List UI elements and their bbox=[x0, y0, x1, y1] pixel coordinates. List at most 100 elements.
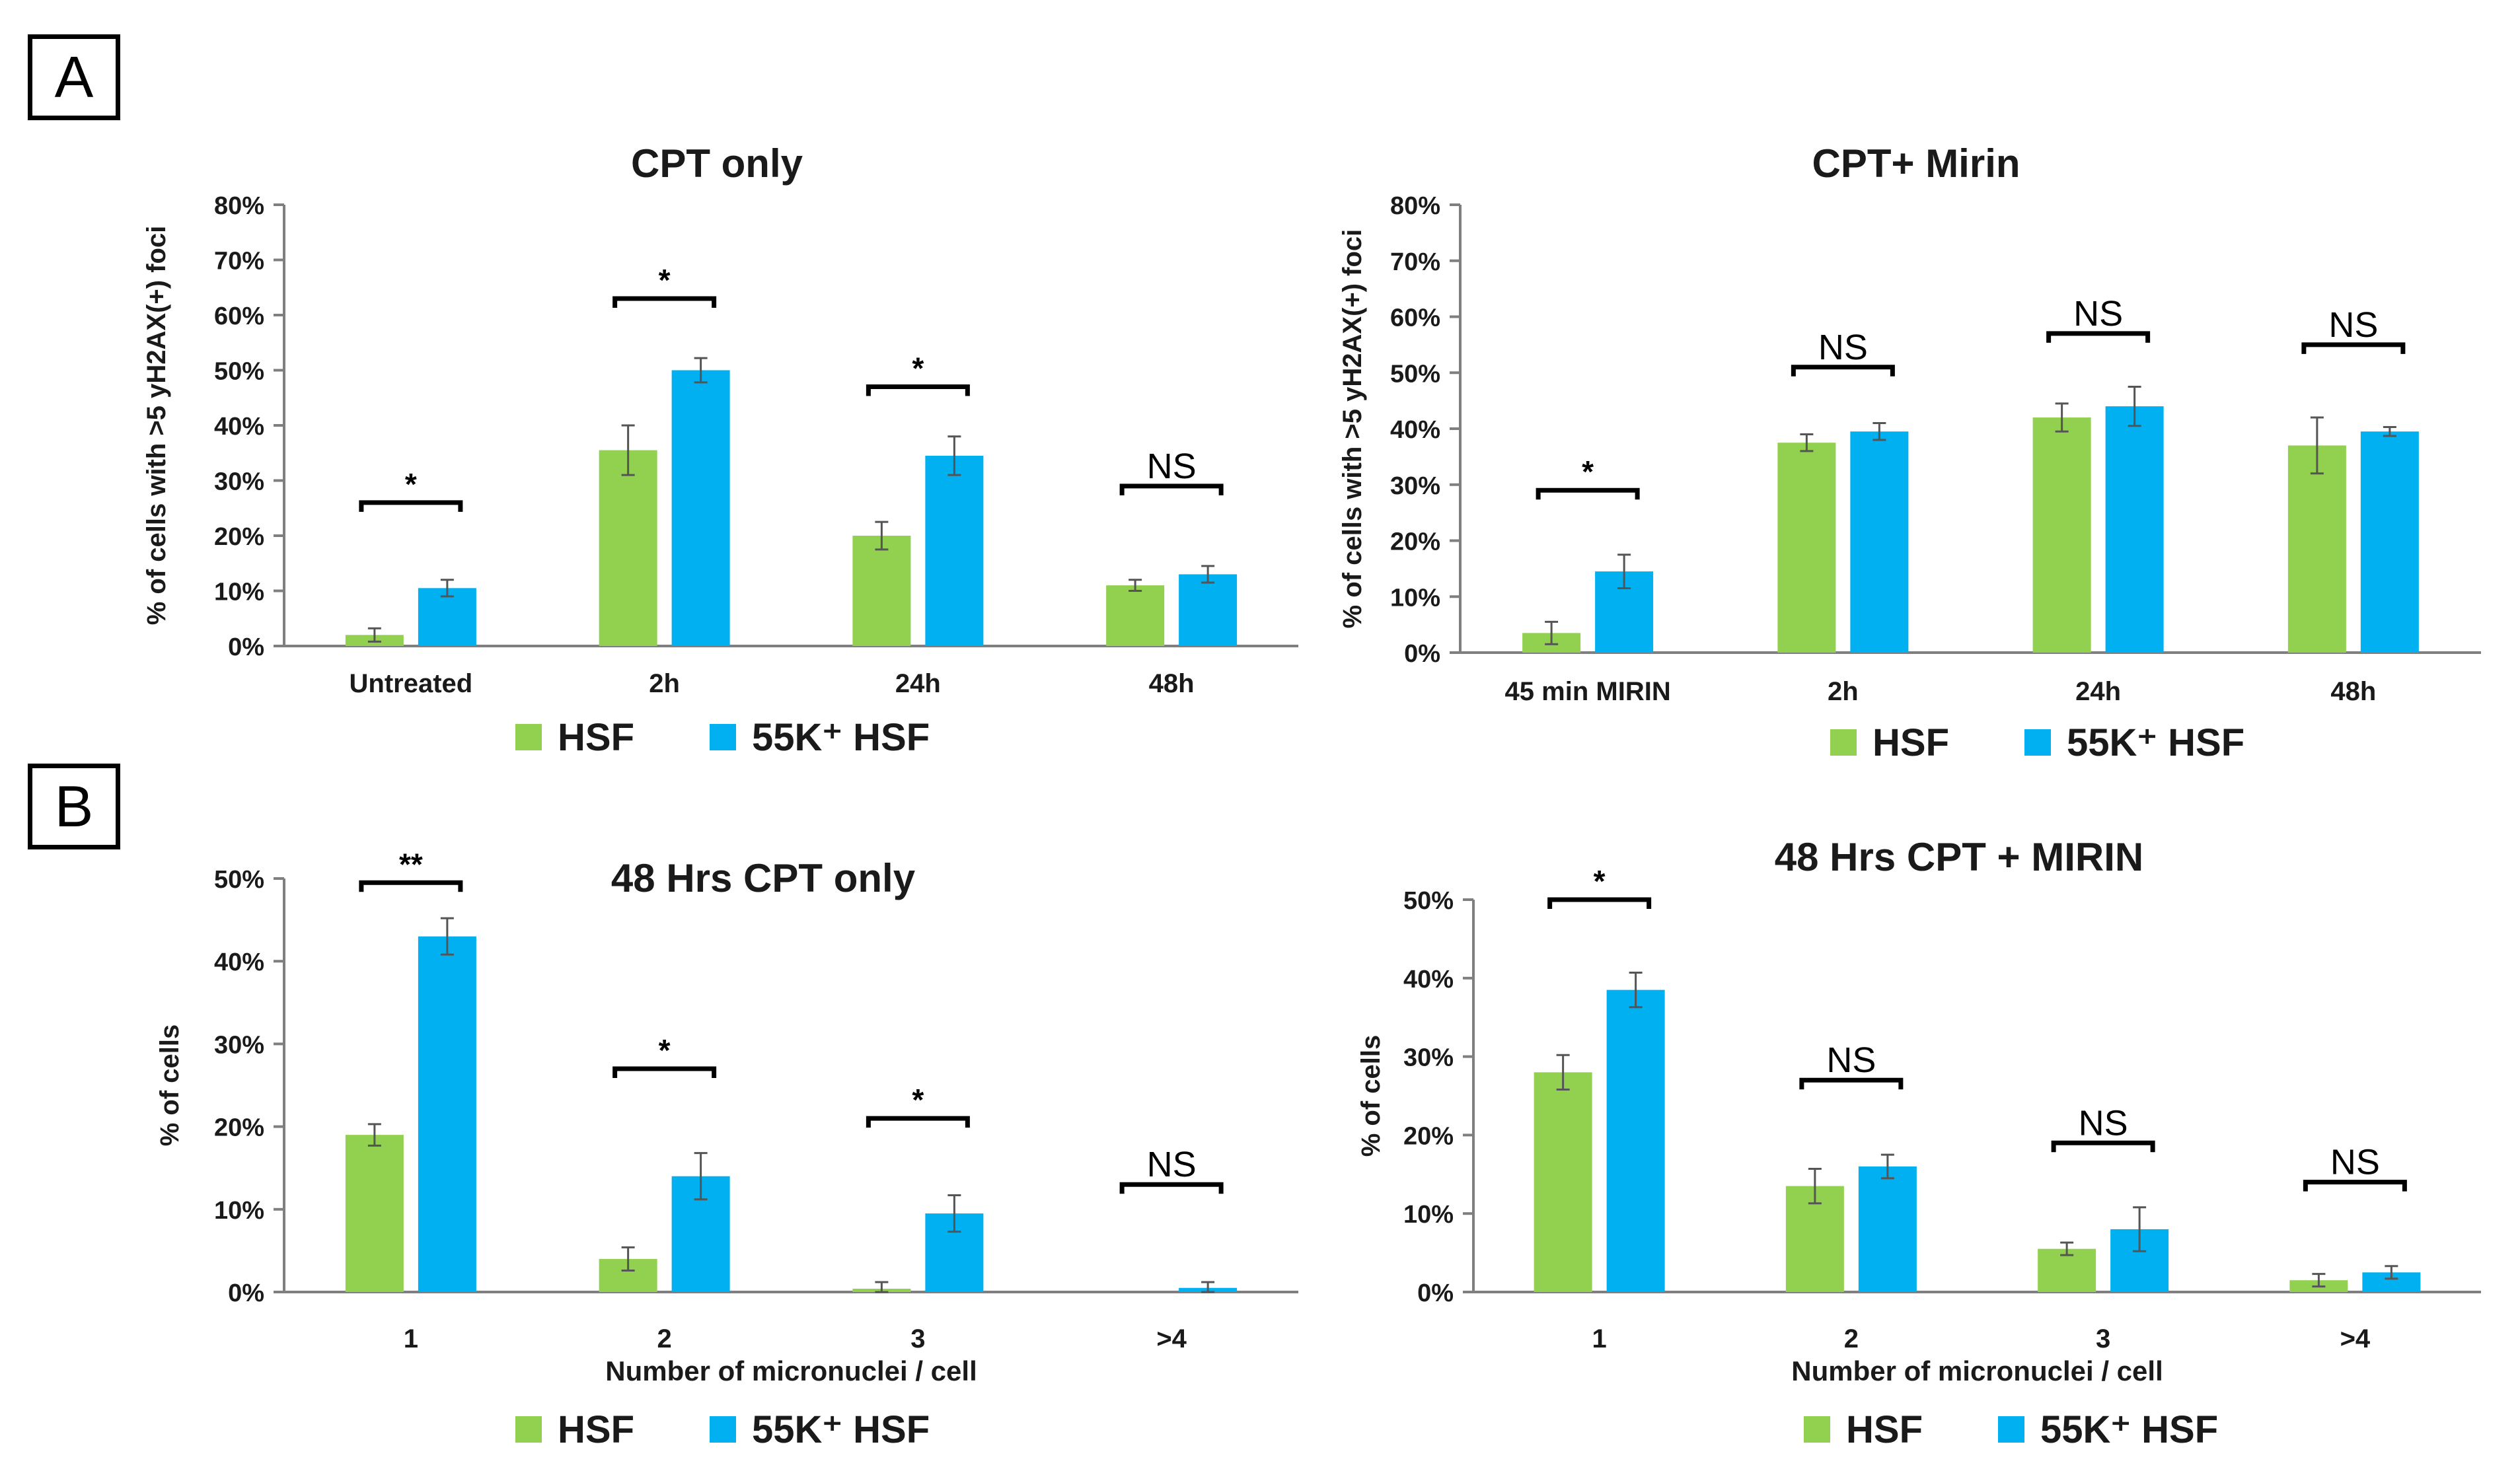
legend-entry-55k: 55K⁺ HSF bbox=[1998, 1407, 2218, 1452]
significance-bracket bbox=[1536, 487, 1640, 500]
bar-55k bbox=[418, 936, 476, 1292]
significance-label: * bbox=[912, 351, 924, 386]
x-tick-label: 24h bbox=[2075, 677, 2121, 706]
legend-entry-hsf: HSF bbox=[515, 1408, 634, 1452]
bar-55k bbox=[2105, 406, 2164, 653]
bar-hsf bbox=[1106, 585, 1165, 646]
x-tick-label: 2h bbox=[1828, 677, 1859, 706]
significance-label: * bbox=[1582, 454, 1594, 489]
legend-swatch-hsf bbox=[515, 724, 542, 750]
x-axis-label: Number of micronuclei / cell bbox=[1791, 1355, 2163, 1386]
y-axis-label: % of cells bbox=[1356, 1035, 1386, 1157]
significance-label: NS bbox=[1147, 1145, 1197, 1184]
x-tick-label: 1 bbox=[404, 1324, 418, 1353]
significance-bracket bbox=[1791, 365, 1895, 377]
significance-label: * bbox=[659, 1033, 671, 1067]
bar-55k bbox=[1179, 574, 1238, 646]
legend-label-55k: 55K⁺ HSF bbox=[752, 1408, 930, 1451]
legend-entry-55k: 55K⁺ HSF bbox=[2024, 720, 2244, 765]
bar-55k bbox=[1850, 431, 1909, 653]
significance-label: NS bbox=[1826, 1040, 1876, 1080]
bar-55k bbox=[671, 370, 730, 646]
significance-label: NS bbox=[1818, 328, 1868, 367]
x-tick-label: >4 bbox=[1156, 1324, 1187, 1353]
x-tick-label: 3 bbox=[910, 1324, 925, 1353]
significance-bracket bbox=[1119, 1182, 1224, 1194]
y-tick-label: 20% bbox=[214, 523, 264, 551]
legend-swatch-55k bbox=[710, 724, 736, 750]
legend-label-55k: 55K⁺ HSF bbox=[752, 716, 930, 759]
bar-55k bbox=[2360, 431, 2419, 653]
significance-label: * bbox=[912, 1083, 924, 1117]
x-tick-label: 2 bbox=[1844, 1324, 1859, 1353]
significance-bracket bbox=[359, 500, 463, 512]
significance-bracket bbox=[1547, 897, 1652, 909]
significance-bracket bbox=[2303, 1180, 2407, 1192]
y-axis-label: % of cells bbox=[155, 1024, 184, 1147]
y-tick-label: 40% bbox=[214, 413, 264, 441]
legend-label-55k: 55K⁺ HSF bbox=[2067, 721, 2245, 764]
y-tick-label: 50% bbox=[214, 866, 264, 894]
bar-hsf bbox=[345, 1135, 404, 1292]
legend-entry-hsf: HSF bbox=[515, 715, 634, 760]
legend-swatch-55k bbox=[2024, 729, 2051, 756]
significance-label: NS bbox=[1147, 447, 1197, 486]
legend-a-right: HSF 55K⁺ HSF bbox=[1830, 720, 2304, 765]
legend-b-right: HSF 55K⁺ HSF bbox=[1804, 1407, 2278, 1452]
bar-55k bbox=[418, 588, 476, 646]
y-tick-label: 40% bbox=[1403, 966, 1454, 993]
y-tick-label: 10% bbox=[1403, 1201, 1454, 1229]
legend-swatch-hsf bbox=[1804, 1416, 1830, 1443]
significance-bracket bbox=[359, 880, 463, 892]
significance-bracket bbox=[866, 384, 970, 396]
bar-55k bbox=[1858, 1166, 1917, 1292]
bar-55k bbox=[925, 455, 984, 646]
significance-bracket bbox=[612, 296, 717, 308]
y-axis-label: % of cells with >5 yH2AX(+) foci bbox=[142, 226, 171, 626]
significance-label: NS bbox=[2328, 305, 2378, 345]
legend-label-55k: 55K⁺ HSF bbox=[2040, 1408, 2219, 1451]
x-tick-label: Untreated bbox=[350, 669, 473, 698]
significance-label: ** bbox=[399, 847, 423, 881]
panel-label-b: B bbox=[28, 764, 120, 849]
x-tick-label: >4 bbox=[2340, 1324, 2371, 1353]
y-tick-label: 30% bbox=[1390, 472, 1440, 500]
chart-title: 48 Hrs CPT + MIRIN bbox=[1775, 835, 2144, 879]
bar-hsf bbox=[599, 450, 657, 646]
y-tick-label: 20% bbox=[1390, 528, 1440, 556]
y-tick-label: 80% bbox=[1390, 192, 1440, 220]
x-tick-label: 48h bbox=[2330, 677, 2376, 706]
y-tick-label: 0% bbox=[228, 1279, 264, 1307]
y-tick-label: 70% bbox=[1390, 248, 1440, 276]
y-tick-label: 70% bbox=[214, 248, 264, 275]
significance-bracket bbox=[1119, 484, 1224, 495]
legend-label-hsf: HSF bbox=[1846, 1408, 1923, 1451]
x-tick-label: 24h bbox=[895, 669, 941, 698]
legend-label-hsf: HSF bbox=[558, 715, 634, 759]
bar-hsf bbox=[2287, 445, 2346, 653]
legend-swatch-hsf bbox=[515, 1416, 542, 1443]
legend-label-hsf: HSF bbox=[558, 1408, 634, 1451]
legend-entry-hsf: HSF bbox=[1830, 721, 1949, 765]
significance-label: NS bbox=[2330, 1143, 2380, 1182]
chart-title: CPT only bbox=[631, 141, 803, 186]
significance-label: NS bbox=[2073, 294, 2123, 334]
chart-title: 48 Hrs CPT only bbox=[611, 856, 916, 900]
legend-label-hsf: HSF bbox=[1872, 721, 1949, 764]
legend-swatch-hsf bbox=[1830, 729, 1857, 756]
bar-hsf bbox=[852, 536, 911, 646]
bar-hsf bbox=[1534, 1072, 1592, 1292]
y-tick-label: 60% bbox=[214, 303, 264, 330]
chart-title: CPT+ Mirin bbox=[1812, 141, 2020, 186]
significance-bracket bbox=[2301, 342, 2406, 354]
y-tick-label: 80% bbox=[214, 192, 264, 220]
significance-bracket bbox=[866, 1116, 970, 1128]
y-tick-label: 0% bbox=[1417, 1279, 1454, 1307]
significance-label: * bbox=[405, 467, 417, 501]
y-tick-label: 40% bbox=[214, 949, 264, 976]
y-tick-label: 10% bbox=[214, 579, 264, 606]
y-tick-label: 50% bbox=[1403, 887, 1454, 915]
y-tick-label: 40% bbox=[1390, 416, 1440, 444]
